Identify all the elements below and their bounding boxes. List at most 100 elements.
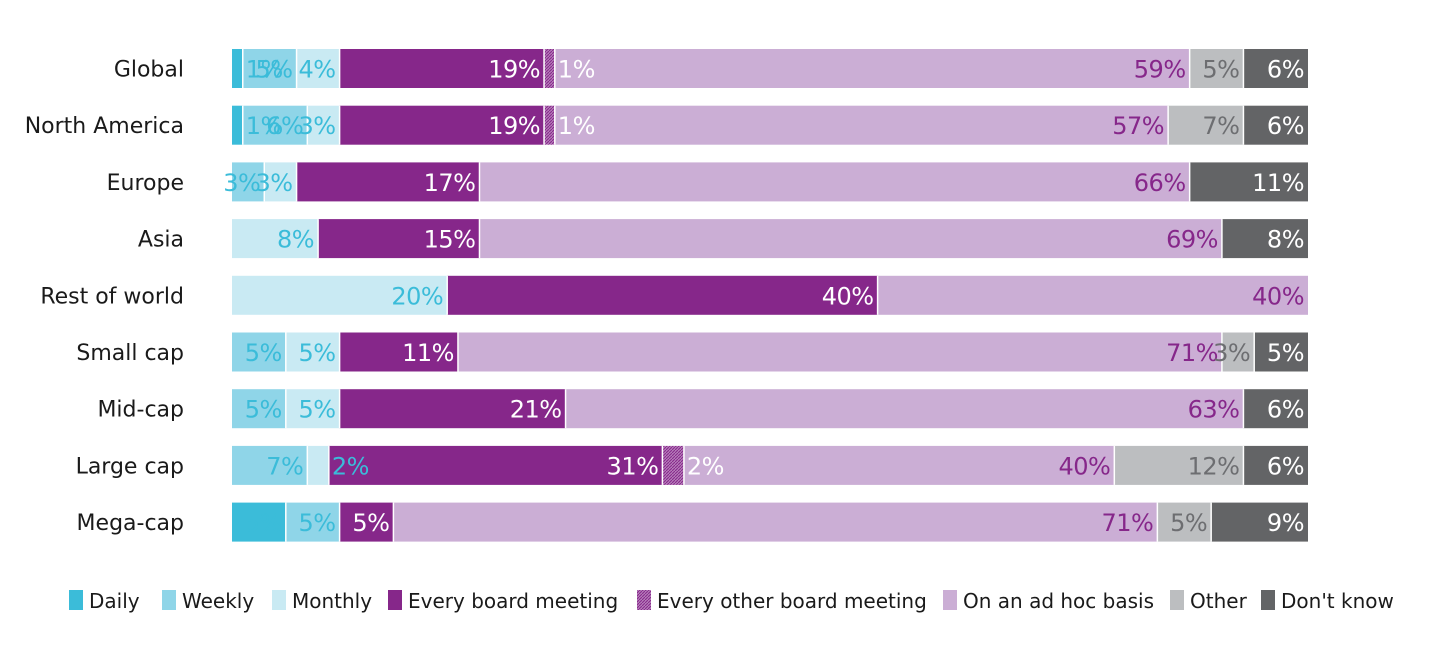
data-label-every-board-meeting: 15% (424, 226, 476, 254)
data-label-weekly: 5% (245, 396, 282, 424)
data-label-on-an-ad-hoc-basis: 59% (1134, 56, 1186, 84)
category-label: Large cap (76, 454, 184, 479)
category-label: Europe (107, 171, 184, 196)
legend-swatch (272, 590, 286, 610)
legend-item-monthly: Monthly (272, 589, 372, 613)
category-label: Global (114, 58, 184, 83)
bar-segment-on-an-ad-hoc-basis (479, 219, 1222, 259)
data-label-don-t-know: 6% (1267, 56, 1304, 84)
data-label-every-board-meeting: 17% (424, 169, 476, 197)
bar-row-north-america: North America 1%6%3% 19% 1% 57% 7% 6% (25, 105, 1308, 145)
data-label-on-an-ad-hoc-basis: 71% (1166, 339, 1218, 367)
bar-segment-on-an-ad-hoc-basis (554, 49, 1190, 88)
legend-item-daily: Daily (69, 589, 140, 613)
data-label-don-t-know: 6% (1267, 396, 1304, 424)
bar-segment-don-t-know (1221, 219, 1308, 259)
bar-segment-monthly (264, 162, 297, 202)
bar-segment-other (1189, 49, 1244, 88)
data-label-on-an-ad-hoc-basis: 57% (1112, 112, 1164, 140)
legend-swatch (162, 590, 176, 610)
bar-segment-every-other-board-meeting (662, 445, 684, 485)
bar-segment-monthly (232, 219, 319, 259)
legend-swatch (943, 590, 957, 610)
bar-row-mid-cap: Mid-cap 5% 5% 21% 63% 6% (97, 389, 1308, 429)
data-label-monthly: 5% (299, 339, 336, 367)
bar-segment-monthly (285, 332, 340, 372)
bar-segment-other (1168, 105, 1244, 145)
data-label-don-t-know: 8% (1267, 226, 1304, 254)
data-label-don-t-know: 5% (1267, 339, 1304, 367)
legend-label: Don't know (1281, 589, 1394, 613)
data-label-every-other-board-meeting: 1% (558, 112, 595, 140)
data-label-other: 5% (1170, 509, 1207, 537)
bar-segment-monthly (285, 389, 340, 429)
legend-swatch (637, 590, 651, 610)
bar-segment-weekly (242, 49, 297, 88)
bar-segment-on-an-ad-hoc-basis (457, 332, 1222, 372)
bar-segment-weekly (232, 332, 286, 372)
data-label-every-board-meeting: 21% (510, 396, 562, 424)
data-label-weekly: 7% (266, 452, 303, 480)
bar-row-asia: Asia 8% 15% 69% 8% (138, 219, 1308, 259)
bar-row-global: Global 1%5% 4% 19% 1% 59% 5% 6% (114, 49, 1308, 88)
bar-segment-don-t-know (1243, 445, 1308, 485)
bar-segment-every-board-meeting (447, 275, 878, 315)
legend-label: Every other board meeting (657, 589, 927, 613)
bar-segment-monthly (232, 275, 448, 315)
data-label-daily: 1% (246, 112, 283, 140)
data-label-on-an-ad-hoc-basis: 63% (1188, 396, 1240, 424)
legend-label: Daily (89, 589, 140, 613)
data-label-other: 5% (1202, 56, 1239, 84)
legend-item-weekly: Weekly (162, 589, 254, 613)
data-label-every-board-meeting: 11% (402, 339, 454, 367)
category-label: Asia (138, 228, 184, 253)
bar-segment-every-other-board-meeting (544, 105, 555, 145)
bar-segment-weekly (232, 389, 286, 429)
bar-segment-every-board-meeting (339, 332, 458, 372)
plot-area: Global 1%5% 4% 19% 1% 59% 5% 6%North America 1%6… (25, 49, 1308, 542)
bar-segment-every-board-meeting (339, 105, 545, 145)
legend-swatch (1261, 590, 1275, 610)
data-label-every-board-meeting: 5% (352, 509, 389, 537)
bar-segment-every-board-meeting (296, 162, 480, 202)
bar-segment-other (1221, 332, 1255, 372)
data-label-every-board-meeting: 31% (607, 452, 659, 480)
category-label: Mid-cap (97, 398, 184, 423)
bar-segment-other (1114, 445, 1244, 485)
category-label: Mega-cap (77, 511, 184, 536)
bar-row-mega-cap: Mega-cap 5% 5% 5% 71% 5% 9% (77, 502, 1308, 542)
data-label-weekly: 3% (223, 169, 260, 197)
bar-segment-every-board-meeting (339, 389, 566, 429)
bar-segment-daily (232, 105, 243, 145)
bar-row-rest-of-world: Rest of world 20% 40% 40% (40, 275, 1308, 315)
data-label-weekly: 5% (255, 56, 292, 84)
data-label-on-an-ad-hoc-basis: 71% (1102, 509, 1154, 537)
legend-swatch (69, 590, 83, 610)
data-label-every-board-meeting: 40% (822, 282, 874, 310)
data-label-daily: 5% (245, 509, 282, 537)
bar-segment-on-an-ad-hoc-basis (683, 445, 1115, 485)
category-label: Rest of world (40, 284, 184, 309)
bar-segment-every-board-meeting (339, 502, 394, 542)
bar-segment-don-t-know (1211, 502, 1308, 542)
data-label-every-other-board-meeting: 1% (558, 56, 595, 84)
category-label: North America (25, 114, 184, 139)
bar-segment-weekly (232, 162, 265, 202)
bar-segment-weekly (285, 502, 340, 542)
legend-swatch (1170, 590, 1184, 610)
data-label-other: 12% (1188, 452, 1240, 480)
data-label-monthly: 8% (277, 226, 314, 254)
bar-segment-every-other-board-meeting (544, 49, 555, 88)
data-label-monthly: 5% (299, 396, 336, 424)
category-label: Small cap (76, 341, 184, 366)
data-label-daily: 1% (246, 56, 283, 84)
data-label-weekly: 5% (299, 509, 336, 537)
data-label-monthly: 3% (255, 169, 292, 197)
bar-row-europe: Europe 3%3% 17% 66% 11% (107, 162, 1308, 202)
legend-item-other: Other (1170, 589, 1248, 613)
bar-segment-don-t-know (1254, 332, 1308, 372)
data-label-don-t-know: 6% (1267, 452, 1304, 480)
legend-item-on-an-ad-hoc-basis: On an ad hoc basis (943, 589, 1154, 613)
data-label-monthly: 20% (391, 282, 443, 310)
